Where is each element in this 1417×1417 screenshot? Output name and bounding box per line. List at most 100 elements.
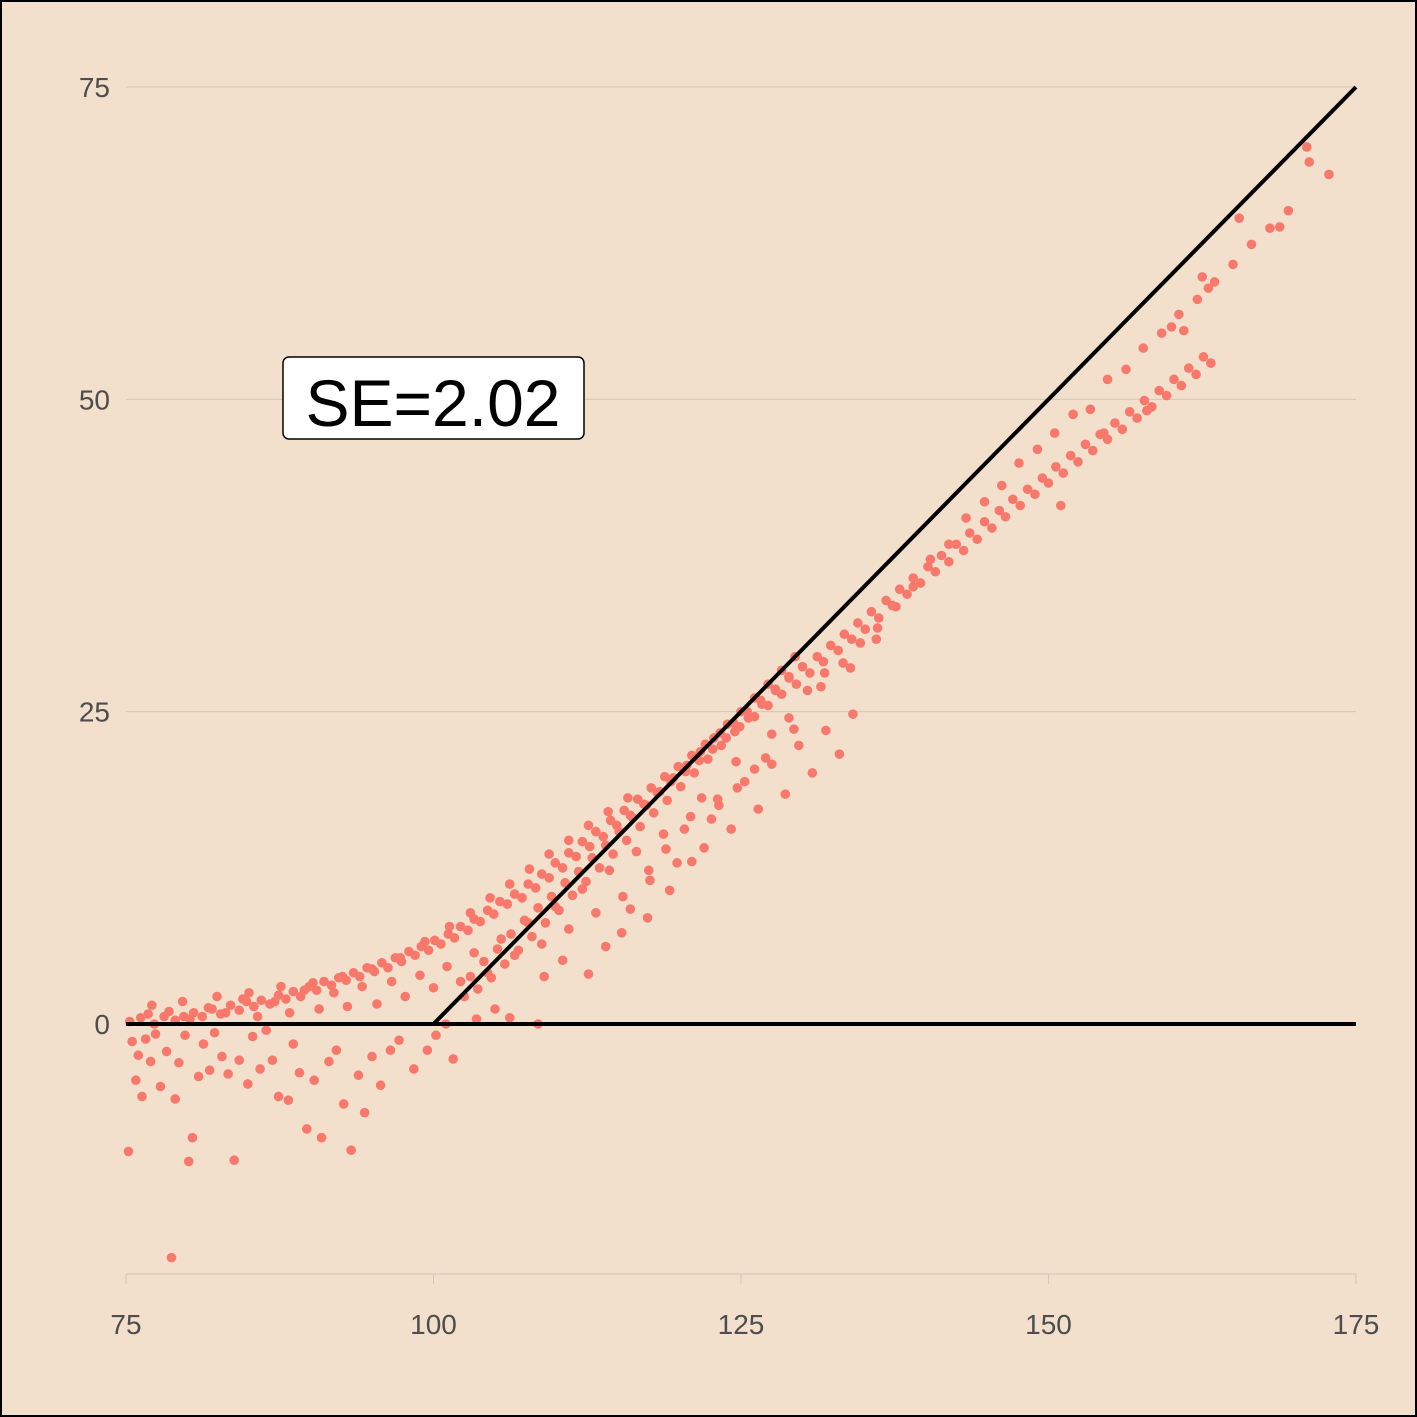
data-point (354, 971, 365, 982)
data-point (394, 1035, 404, 1046)
data-point (789, 724, 799, 734)
data-point (951, 539, 962, 550)
data-point (825, 640, 836, 651)
data-point (527, 931, 537, 942)
data-point (739, 776, 750, 787)
data-point (302, 1124, 312, 1134)
data-point (673, 761, 684, 772)
data-point (1102, 374, 1113, 385)
data-point (689, 768, 700, 778)
data-point (1176, 380, 1187, 391)
data-point (721, 733, 732, 743)
data-point (326, 980, 337, 991)
data-point (409, 1064, 419, 1074)
data-point (488, 909, 499, 919)
data-point (1142, 405, 1152, 416)
data-point (591, 826, 601, 837)
data-point (400, 991, 411, 1002)
data-point (273, 1091, 284, 1102)
data-point (1191, 369, 1201, 380)
data-point (1209, 277, 1220, 287)
data-point (164, 1006, 174, 1017)
data-point (915, 578, 926, 588)
data-point (209, 1027, 220, 1038)
data-point (420, 936, 430, 947)
data-point (479, 956, 489, 967)
data-point (753, 804, 764, 814)
data-point (299, 985, 310, 996)
data-point (324, 1056, 334, 1067)
data-point (234, 1055, 244, 1066)
data-point (964, 528, 975, 538)
data-point (1117, 424, 1128, 435)
data-point (281, 994, 291, 1004)
data-point (979, 496, 990, 507)
data-point (155, 1081, 166, 1092)
data-point (385, 1045, 396, 1056)
data-point (702, 754, 713, 764)
data-point (679, 824, 690, 834)
data-point (225, 1000, 236, 1011)
data-point (794, 740, 804, 751)
data-point (359, 1107, 370, 1118)
data-point (504, 879, 515, 889)
data-point (252, 1011, 263, 1022)
data-point (557, 863, 568, 873)
data-point (564, 835, 574, 846)
data-point (1302, 142, 1312, 152)
data-point (872, 623, 883, 633)
data-point (502, 899, 513, 909)
data-point (873, 613, 884, 623)
data-point (661, 844, 671, 854)
data-point (833, 645, 843, 656)
data-point (1056, 500, 1066, 511)
data-point (550, 858, 561, 868)
data-point (860, 624, 871, 635)
data-point (672, 858, 682, 868)
data-point (177, 996, 188, 1007)
data-point (1080, 439, 1091, 450)
data-point (187, 1132, 198, 1143)
data-point (944, 539, 954, 550)
data-point (807, 768, 818, 778)
data-point (337, 971, 348, 982)
x-tick-label: 150 (1025, 1309, 1072, 1340)
data-point (961, 513, 971, 523)
data-point (533, 903, 543, 913)
data-point (544, 873, 554, 883)
data-point (423, 945, 434, 956)
data-point (536, 939, 547, 949)
data-point (504, 1012, 515, 1023)
data-point (645, 875, 655, 886)
y-tick-label: 0 (94, 1009, 110, 1040)
data-point (442, 961, 452, 972)
data-point (1085, 404, 1096, 415)
data-point (902, 589, 912, 600)
data-point (925, 554, 936, 565)
data-point (635, 821, 645, 832)
data-point (367, 1051, 377, 1062)
data-point (436, 939, 446, 949)
data-point (198, 1039, 209, 1049)
data-point (577, 836, 588, 847)
data-point (1124, 407, 1135, 417)
data-point (444, 921, 455, 932)
data-point (821, 725, 831, 736)
data-point (367, 964, 377, 974)
data-point (284, 1007, 295, 1018)
data-point (449, 932, 460, 943)
data-point (564, 924, 574, 934)
data-point (557, 955, 568, 966)
data-point (140, 1034, 151, 1044)
data-point (1154, 385, 1164, 396)
data-point (513, 945, 524, 956)
data-point (685, 811, 696, 822)
data-point (1228, 259, 1238, 270)
data-point (662, 795, 672, 806)
data-point (183, 1156, 194, 1167)
data-point (150, 1029, 161, 1039)
data-point (594, 863, 605, 873)
data-point (707, 744, 718, 754)
data-point (818, 656, 829, 667)
